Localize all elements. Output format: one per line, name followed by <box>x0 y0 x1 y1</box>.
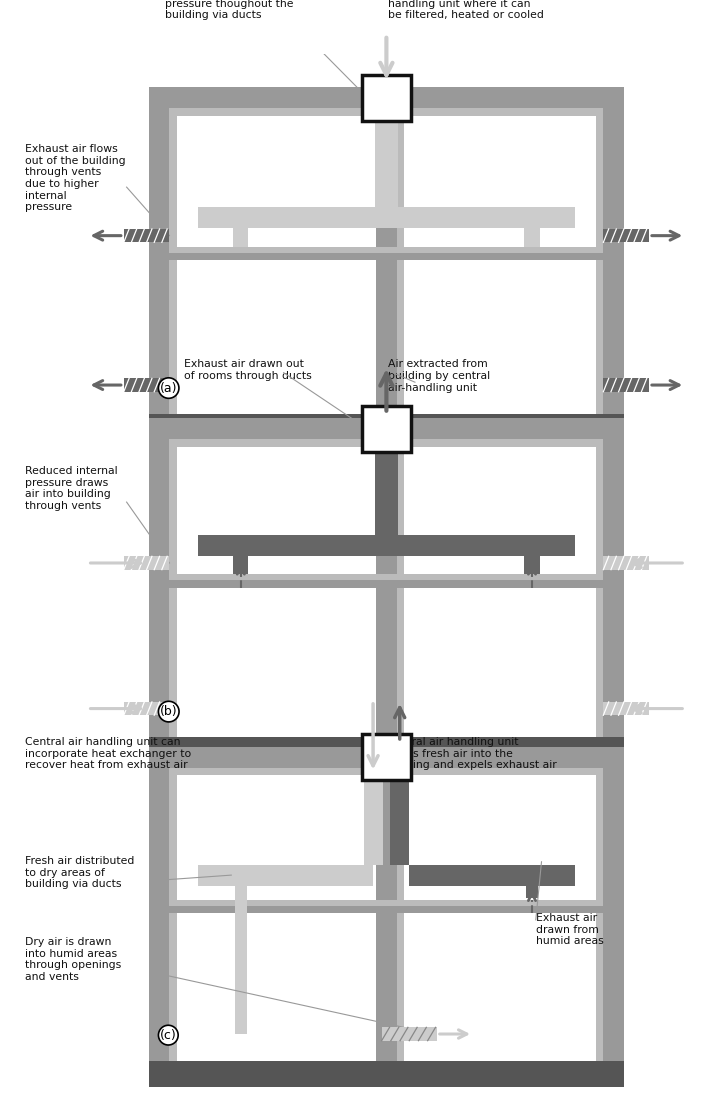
Bar <box>375 452 398 556</box>
Bar <box>526 886 537 898</box>
Bar <box>376 768 397 1061</box>
Bar <box>170 440 177 737</box>
Bar <box>170 440 604 447</box>
Text: (b): (b) <box>160 706 178 718</box>
Bar <box>376 108 397 414</box>
Bar <box>604 556 649 570</box>
Text: Exhaust air
drawn from
humid areas: Exhaust air drawn from humid areas <box>536 913 603 946</box>
Text: Exhaust air flows
out of the building
through vents
due to higher
internal
press: Exhaust air flows out of the building th… <box>25 145 126 213</box>
Bar <box>148 574 624 588</box>
Text: Air distributed at positive
pressure thoughout the
building via ducts: Air distributed at positive pressure tho… <box>165 0 303 20</box>
Bar <box>124 229 170 243</box>
Bar <box>604 229 649 243</box>
Bar <box>596 108 604 414</box>
Bar <box>170 768 177 1061</box>
Bar <box>170 768 604 775</box>
Text: Fresh air distributed
to dry areas of
building via ducts: Fresh air distributed to dry areas of bu… <box>25 856 134 889</box>
Bar <box>170 899 604 906</box>
Bar <box>361 735 411 780</box>
Bar <box>604 378 649 392</box>
Bar <box>391 780 409 865</box>
Bar <box>235 886 246 1034</box>
Bar <box>596 768 604 1061</box>
Bar <box>148 1061 624 1087</box>
Bar <box>604 418 624 737</box>
Text: Reduced internal
pressure draws
air into building
through vents: Reduced internal pressure draws air into… <box>25 466 117 511</box>
Bar <box>148 747 624 768</box>
Bar <box>397 108 403 414</box>
Bar <box>124 556 170 570</box>
Bar <box>198 207 575 228</box>
Bar <box>604 702 649 716</box>
Bar <box>148 247 624 260</box>
Bar <box>198 535 575 556</box>
Text: (c): (c) <box>160 1028 177 1042</box>
Bar <box>604 87 624 414</box>
Bar <box>604 747 624 1061</box>
Bar <box>124 702 170 716</box>
Bar <box>375 120 398 228</box>
Bar <box>170 108 177 414</box>
Bar <box>148 414 624 441</box>
Bar <box>596 440 604 737</box>
Bar <box>525 228 540 247</box>
Text: (a): (a) <box>160 382 178 395</box>
Text: Central air handling unit
draws fresh air into the
building and expels exhaust a: Central air handling unit draws fresh ai… <box>386 737 557 770</box>
Bar <box>409 865 575 886</box>
Bar <box>148 737 624 764</box>
Bar <box>198 865 373 886</box>
Text: Air drawn into central air
handling unit where it can
be filtered, heated or coo: Air drawn into central air handling unit… <box>388 0 544 20</box>
Bar <box>148 87 624 108</box>
Bar <box>170 574 604 580</box>
Bar <box>148 87 170 414</box>
Bar <box>525 556 540 574</box>
Bar <box>148 418 624 440</box>
Bar <box>361 75 411 120</box>
Bar <box>233 228 248 247</box>
Text: Dry air is drawn
into humid areas
through openings
and vents: Dry air is drawn into humid areas throug… <box>25 937 121 982</box>
Bar <box>397 768 403 1061</box>
Bar <box>233 556 248 574</box>
Bar <box>148 418 170 737</box>
Bar <box>170 108 604 116</box>
Text: Air extracted from
building by central
air-handling unit: Air extracted from building by central a… <box>388 359 491 393</box>
Bar <box>170 247 604 253</box>
Bar <box>397 440 403 737</box>
Bar <box>148 899 624 913</box>
Text: Exhaust air drawn out
of rooms through ducts: Exhaust air drawn out of rooms through d… <box>184 359 312 381</box>
Bar <box>124 378 170 392</box>
Text: Central air handling unit can
incorporate heat exchanger to
recover heat from ex: Central air handling unit can incorporat… <box>25 737 191 770</box>
Bar <box>364 780 383 865</box>
Bar <box>148 747 170 1061</box>
Bar <box>382 1027 437 1041</box>
Bar <box>361 406 411 452</box>
Bar <box>376 440 397 737</box>
